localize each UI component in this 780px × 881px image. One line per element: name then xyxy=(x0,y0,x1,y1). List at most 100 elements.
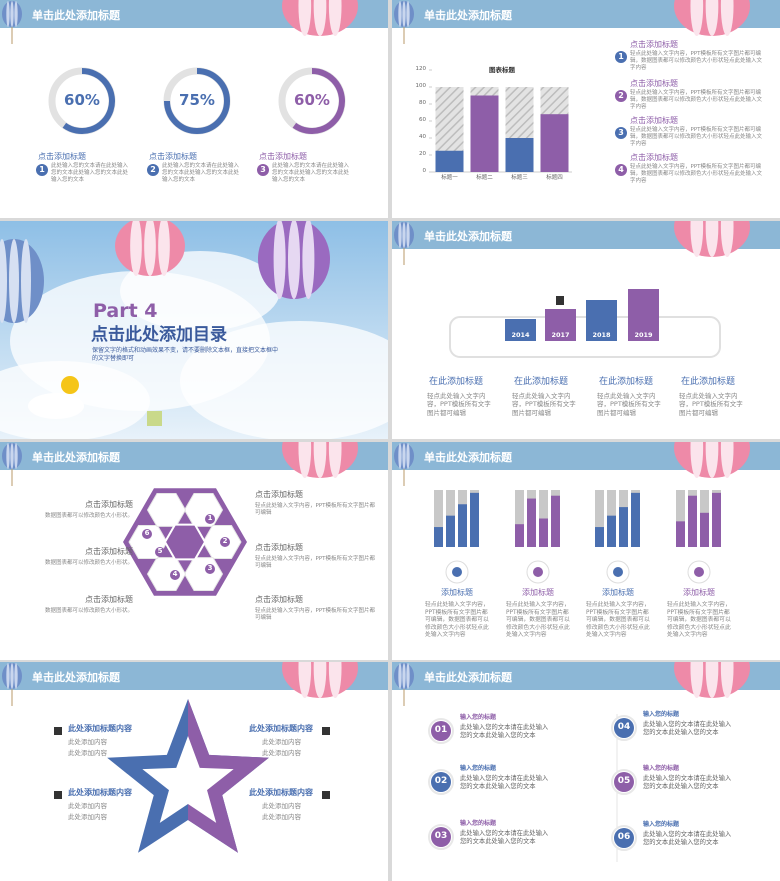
item-line: 此处添加内容 xyxy=(262,813,301,821)
item-heading: 此处添加标题内容 xyxy=(249,788,313,797)
ring-label: 60% xyxy=(64,91,100,109)
item-text: 此处输入您的文本请在此处输入您的文本此处输入您的文本此处输入您的文本 xyxy=(272,163,350,184)
balloon-stripe xyxy=(130,221,142,276)
slide-title: 单击此处添加标题 xyxy=(32,671,120,684)
item-heading: 点击添加标题 xyxy=(630,116,678,125)
number-label: 02 xyxy=(434,776,448,787)
item-text: 轻点此处输入文字内容，PPT模板所有文字图片都可编辑 xyxy=(255,556,375,570)
group-text: 轻点此处输入文字内容，PPT模板所有文字图片都可编辑，数据图表都可以修改颜色大小… xyxy=(586,602,650,639)
item-heading: 此处添加标题内容 xyxy=(68,788,132,797)
item-line: 此处添加内容 xyxy=(262,802,301,810)
item-line: 此处添加内容 xyxy=(262,749,301,757)
balloon-stripe xyxy=(398,443,402,469)
number-label: 1 xyxy=(618,51,624,61)
balloon-stripe xyxy=(6,663,10,689)
number-badge xyxy=(614,828,634,848)
sun xyxy=(61,376,79,394)
slide-title: 单击此处添加标题 xyxy=(424,671,512,684)
item-text: 轻点此处输入文字内容，PPT模板所有文字图片都可编辑 xyxy=(427,392,491,417)
bar xyxy=(607,515,616,547)
bar xyxy=(470,492,479,547)
item-line: 此处添加内容 xyxy=(262,738,301,746)
number-label: 3 xyxy=(618,127,624,137)
balloon-stripe xyxy=(705,221,719,257)
bar-track xyxy=(515,490,524,547)
bar xyxy=(540,114,569,172)
y-tick-label: 20 xyxy=(419,151,426,157)
number-badge xyxy=(205,514,215,524)
slide: 单击此处添加标题 01 输入您的标题 此处输入您的文本请在此处输入您的文本此处输入您的… xyxy=(392,662,780,881)
year-label: 2014 xyxy=(511,331,530,339)
number-label: 2 xyxy=(618,90,624,100)
step-bar xyxy=(545,309,576,341)
slide-graphics xyxy=(392,662,780,862)
number-badge xyxy=(170,570,180,580)
number-badge xyxy=(257,164,269,176)
item-line: 此处添加内容 xyxy=(68,802,107,810)
item-text: 轻点此处输入文字内容，PPT模板所有文字图片都可编辑 xyxy=(512,392,576,417)
hex-center xyxy=(163,523,207,561)
balloon-stripe xyxy=(402,663,406,689)
balloon-stripe xyxy=(402,443,406,469)
number-badge xyxy=(614,718,634,738)
balloon-stripe xyxy=(705,662,719,698)
balloon-stripe xyxy=(0,239,7,323)
group-heading: 添加标题 xyxy=(683,588,715,597)
slide: 单击此处添加标题 60% 75% 60% 1 点击添加标题 此处输入您的文本请在此处输入您的… xyxy=(0,0,388,218)
slide: 单击此处添加标题 1 点击添加标题 轻点此处输入文字内容，PPT模板所有文字图片都可编… xyxy=(0,442,388,660)
x-tick-label: 标题四 xyxy=(546,175,563,181)
y-tick-label: 40 xyxy=(419,134,426,140)
chart-title: 图表标题 xyxy=(489,66,515,74)
bar xyxy=(595,527,604,547)
number-label: 1 xyxy=(207,514,213,523)
section-heading: 点击此处添加目录 xyxy=(91,325,227,345)
ring-label: 75% xyxy=(179,91,215,109)
item-heading: 点击添加标题 xyxy=(255,595,303,604)
bar xyxy=(712,492,721,547)
item-text: 此处输入您的文本请在此处输入您的文本此处输入您的文本 xyxy=(643,775,732,791)
balloon-stripe xyxy=(398,663,402,689)
item-heading: 点击添加标题 xyxy=(38,152,86,161)
slide-title: 单击此处添加标题 xyxy=(424,451,512,464)
number-label: 4 xyxy=(618,164,624,174)
item-text: 轻点此处输入文字内容，PPT模板所有文字图片都可编辑，数据图表都可以修改颜色大小… xyxy=(630,127,763,148)
number-badge xyxy=(205,564,215,574)
item-text: 此处输入您的文本请在此处输入您的文本此处输入您的文本 xyxy=(643,831,732,847)
x-tick-label: 标题二 xyxy=(476,175,493,181)
slide-graphics xyxy=(392,0,780,176)
slide-graphics xyxy=(392,442,780,584)
item-text: 此处输入您的文本请在此处输入您的文本此处输入您的文本 xyxy=(460,775,549,791)
star-hole xyxy=(142,736,234,823)
slide: 单击此处添加标题 图表标题 0 20 40 60 80 100 120 标题一 标题二 标题三 标题四 1… xyxy=(392,0,780,218)
item-text: 此处输入您的文本请在此处输入您的文本此处输入您的文本 xyxy=(643,721,732,737)
slide-title: 单击此处添加标题 xyxy=(424,9,512,22)
item-heading: 输入您的标题 xyxy=(460,820,497,827)
slide-graphics xyxy=(0,442,388,596)
ring-label: 60% xyxy=(294,91,330,109)
number-badge xyxy=(431,772,451,792)
balloon-stripe xyxy=(328,662,342,698)
item-line: 此处添加内容 xyxy=(68,813,107,821)
number-label: 03 xyxy=(434,831,448,842)
number-badge xyxy=(431,721,451,741)
number-badge xyxy=(155,547,165,557)
icon xyxy=(452,567,462,577)
phone-outline xyxy=(449,316,721,358)
y-tick-label: 80 xyxy=(419,100,426,106)
bar xyxy=(551,495,560,547)
slide: 单击此处添加标题 此处添加标题内容 此处添加内容 此处添加内容 此处添加标题内容 此处添加… xyxy=(0,662,388,881)
item-heading: 在此添加标题 xyxy=(514,377,569,387)
balloon-stripe xyxy=(690,221,704,257)
item-text: 数据图表都可以修改颜色大小形状。 xyxy=(44,560,133,566)
item-icon xyxy=(54,791,62,799)
icon xyxy=(533,567,543,577)
balloon-stripe xyxy=(406,1,410,27)
number-label: 04 xyxy=(617,722,631,733)
item-heading: 点击添加标题 xyxy=(255,543,303,552)
slide-graphics xyxy=(0,662,388,853)
item-heading: 点击添加标题 xyxy=(85,500,133,509)
bar xyxy=(631,492,640,547)
group-text: 轻点此处输入文字内容，PPT模板所有文字图片都可编辑，数据图表都可以修改颜色大小… xyxy=(667,602,731,639)
item-line: 此处添加内容 xyxy=(68,738,107,746)
